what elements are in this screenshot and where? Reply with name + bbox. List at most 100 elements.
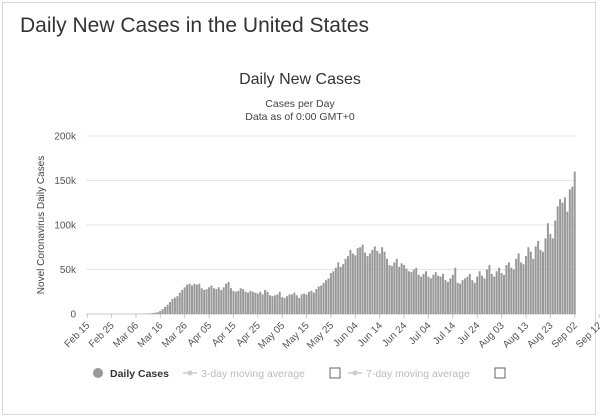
legend-checkbox-7day[interactable] [494, 367, 506, 379]
bar[interactable] [205, 289, 208, 314]
bar[interactable] [317, 286, 320, 314]
bar[interactable] [495, 271, 498, 314]
bar[interactable] [215, 289, 218, 314]
bar[interactable] [539, 249, 542, 314]
bar[interactable] [566, 211, 569, 314]
bar[interactable] [451, 274, 454, 314]
legend-item-daily-cases[interactable]: Daily Cases [93, 368, 169, 380]
bar[interactable] [571, 186, 574, 314]
bar[interactable] [395, 258, 398, 314]
bar[interactable] [546, 223, 549, 314]
bar[interactable] [403, 265, 406, 314]
bar[interactable] [208, 287, 211, 314]
bar[interactable] [512, 269, 515, 315]
bar[interactable] [229, 288, 232, 314]
bar[interactable] [442, 273, 445, 314]
bar[interactable] [425, 271, 427, 314]
bar[interactable] [434, 272, 437, 314]
bar[interactable] [195, 284, 198, 314]
bar[interactable] [449, 278, 452, 314]
bar[interactable] [371, 249, 374, 314]
bar[interactable] [198, 283, 201, 314]
legend-checkbox-3day[interactable] [329, 367, 341, 379]
bar[interactable] [437, 275, 440, 314]
bar[interactable] [305, 294, 308, 314]
bar[interactable] [573, 171, 576, 314]
bar[interactable] [342, 264, 345, 314]
bar[interactable] [288, 294, 291, 314]
bar[interactable] [410, 272, 413, 314]
bar[interactable] [278, 291, 281, 314]
bar[interactable] [293, 292, 296, 314]
bar[interactable] [339, 266, 342, 314]
bar[interactable] [332, 271, 335, 314]
bar[interactable] [554, 220, 557, 314]
bar[interactable] [510, 267, 513, 314]
bar[interactable] [527, 247, 530, 314]
bar[interactable] [478, 271, 481, 314]
bar[interactable] [200, 288, 203, 314]
bar[interactable] [432, 274, 435, 314]
bar[interactable] [485, 269, 488, 315]
bar[interactable] [327, 278, 330, 314]
bar[interactable] [261, 294, 264, 314]
bar[interactable] [390, 265, 393, 314]
bar[interactable] [249, 290, 252, 314]
bar[interactable] [517, 253, 520, 314]
bar[interactable] [210, 285, 213, 314]
bar[interactable] [344, 258, 347, 314]
bar[interactable] [464, 278, 466, 314]
bar[interactable] [271, 296, 274, 314]
bar[interactable] [303, 293, 306, 314]
bar[interactable] [151, 313, 154, 314]
bar[interactable] [383, 251, 386, 314]
legend-item-3day[interactable]: 3-day moving average [183, 367, 341, 380]
bar[interactable] [393, 262, 396, 314]
bar[interactable] [356, 248, 359, 314]
bar[interactable] [256, 293, 259, 314]
bar[interactable] [351, 253, 354, 314]
bar[interactable] [405, 268, 408, 314]
bar[interactable] [534, 246, 537, 314]
bar[interactable] [412, 269, 415, 315]
bar[interactable] [312, 292, 315, 314]
bar[interactable] [366, 256, 369, 314]
bar[interactable] [181, 289, 184, 314]
bar[interactable] [488, 265, 491, 314]
bar[interactable] [515, 258, 518, 314]
bar[interactable] [503, 274, 506, 314]
bar[interactable] [563, 197, 566, 314]
bar[interactable] [378, 253, 381, 314]
bar[interactable] [259, 291, 262, 314]
bar[interactable] [273, 295, 276, 314]
bar[interactable] [507, 262, 510, 314]
bar[interactable] [334, 267, 337, 314]
bar[interactable] [232, 290, 235, 314]
bar[interactable] [281, 297, 284, 314]
bar[interactable] [473, 282, 476, 314]
bar[interactable] [468, 273, 471, 314]
bar[interactable] [381, 247, 384, 314]
bar[interactable] [161, 309, 164, 314]
bar[interactable] [242, 289, 245, 314]
bar[interactable] [171, 298, 174, 314]
bar[interactable] [364, 252, 367, 314]
bar[interactable] [524, 256, 527, 314]
bar[interactable] [349, 249, 352, 314]
bar[interactable] [268, 295, 271, 314]
bar[interactable] [368, 253, 371, 314]
bar[interactable] [315, 289, 318, 314]
bar[interactable] [298, 297, 301, 314]
bar[interactable] [459, 283, 462, 314]
bar[interactable] [446, 281, 449, 314]
bar[interactable] [407, 271, 410, 314]
bar[interactable] [234, 291, 237, 314]
bar[interactable] [212, 288, 215, 314]
bar[interactable] [493, 276, 496, 314]
bar[interactable] [320, 285, 323, 314]
bar[interactable] [456, 282, 459, 314]
bar[interactable] [359, 247, 362, 314]
bar[interactable] [542, 251, 545, 314]
bar[interactable] [422, 273, 425, 314]
bar[interactable] [376, 250, 379, 314]
